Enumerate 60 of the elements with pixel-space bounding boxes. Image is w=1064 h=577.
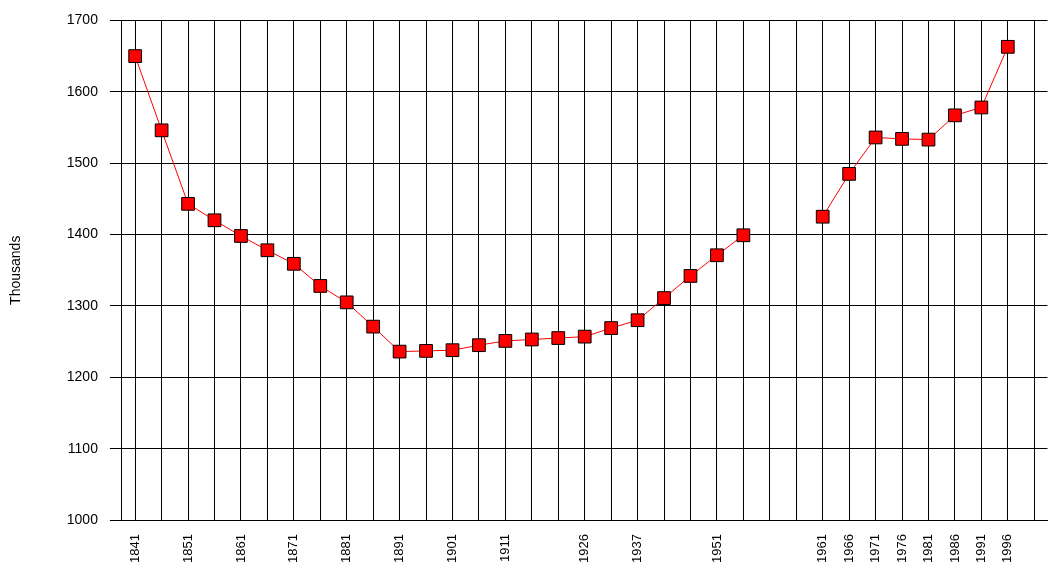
x-tick-label: 1951 bbox=[708, 534, 724, 563]
x-tick-label: 1976 bbox=[893, 534, 909, 563]
point bbox=[604, 321, 619, 335]
x-tick-label: 1996 bbox=[999, 534, 1015, 563]
point bbox=[736, 228, 751, 243]
y-axis-title: Thousands bbox=[7, 235, 24, 305]
x-tick-label: 1971 bbox=[867, 534, 883, 563]
point bbox=[392, 344, 407, 359]
point bbox=[974, 100, 989, 115]
point bbox=[577, 329, 592, 344]
point bbox=[154, 123, 169, 138]
point bbox=[207, 213, 222, 228]
point bbox=[445, 343, 460, 358]
point bbox=[815, 209, 830, 224]
point bbox=[260, 243, 275, 258]
point bbox=[710, 248, 724, 263]
point bbox=[868, 130, 883, 145]
x-tick-label: 1871 bbox=[285, 534, 301, 563]
point bbox=[683, 269, 698, 283]
point bbox=[313, 279, 328, 293]
point bbox=[524, 332, 539, 347]
x-tick-label: 1901 bbox=[444, 534, 460, 563]
point bbox=[234, 229, 248, 243]
x-tick-label: 1851 bbox=[179, 534, 195, 563]
point bbox=[286, 256, 301, 271]
point bbox=[419, 344, 433, 358]
point bbox=[181, 196, 195, 211]
x-tick-label: 1911 bbox=[496, 534, 512, 563]
x-tick-label: 1961 bbox=[814, 534, 830, 563]
x-tick-label: 1861 bbox=[232, 534, 248, 563]
point bbox=[498, 334, 513, 348]
point bbox=[551, 331, 566, 345]
point bbox=[630, 313, 645, 328]
point bbox=[921, 132, 936, 147]
x-tick-label: 1991 bbox=[972, 534, 988, 563]
point bbox=[366, 319, 381, 334]
point bbox=[657, 291, 671, 305]
point bbox=[339, 295, 354, 310]
y-tick-label: 1500 bbox=[66, 154, 99, 171]
x-tick-label: 1841 bbox=[126, 534, 142, 563]
y-tick-label: 1700 bbox=[66, 11, 99, 28]
point bbox=[472, 338, 486, 353]
x-tick-label: 1937 bbox=[629, 534, 645, 563]
point bbox=[895, 132, 909, 146]
point bbox=[948, 108, 962, 123]
y-tick-label: 1200 bbox=[66, 368, 99, 385]
x-tick-label: 1891 bbox=[391, 534, 407, 563]
x-tick-label: 1881 bbox=[338, 534, 354, 563]
point bbox=[842, 167, 857, 181]
y-tick-label: 1000 bbox=[66, 510, 99, 527]
x-tick-label: 1926 bbox=[576, 534, 592, 563]
x-tick-label: 1966 bbox=[840, 534, 856, 563]
y-tick-label: 1600 bbox=[66, 82, 99, 99]
y-tick-label: 1300 bbox=[66, 296, 99, 313]
x-tick-label: 1986 bbox=[946, 534, 962, 563]
point bbox=[128, 49, 143, 63]
y-tick-label: 1100 bbox=[67, 439, 99, 456]
point bbox=[1000, 39, 1015, 54]
x-tick-label: 1981 bbox=[920, 534, 936, 563]
y-tick-label: 1400 bbox=[66, 225, 99, 242]
